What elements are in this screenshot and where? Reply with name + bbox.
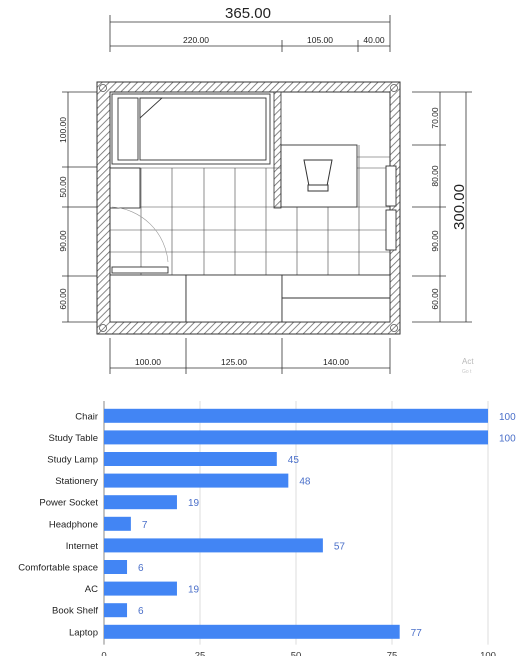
bottom-segment-2: 125.00 (221, 357, 247, 367)
bar (104, 408, 488, 423)
bar (104, 560, 128, 574)
door-swing (111, 206, 169, 274)
data-label: 19 (188, 498, 200, 509)
bar (104, 516, 131, 531)
x-tick-label: 100 (480, 651, 496, 656)
category-label: Book Shelf (52, 606, 98, 617)
x-tick-label: 0 (101, 651, 106, 656)
left-segment-2: 50.00 (58, 176, 68, 198)
category-label: Study Table (49, 433, 98, 444)
data-label: 19 (188, 585, 200, 596)
right-segment-1: 70.00 (430, 107, 440, 129)
left-segment-4: 60.00 (58, 288, 68, 310)
right-segment-2: 80.00 (430, 165, 440, 187)
top-segment-3: 40.00 (363, 35, 385, 45)
category-label: Chair (75, 411, 98, 422)
bar (104, 603, 128, 618)
overall-width-label: 365.00 (225, 5, 271, 22)
bar (104, 452, 277, 466)
left-segment-3: 90.00 (58, 230, 68, 252)
wall-corner-marks (99, 84, 398, 332)
data-label: 77 (411, 628, 423, 639)
x-tick-label: 25 (195, 651, 206, 656)
chair-icon (303, 159, 333, 192)
data-label: 48 (299, 477, 311, 488)
bar (104, 538, 323, 553)
x-tick-label: 75 (387, 651, 398, 656)
dimension-lines (62, 15, 472, 374)
data-label: 45 (288, 455, 300, 466)
survey-bar-chart: 0 25 50 75 100 Chair 100 Study Table 100 Study La… (18, 401, 516, 656)
bar (104, 430, 488, 445)
category-label: AC (85, 584, 98, 595)
watermark-text: Act (462, 357, 474, 366)
left-cabinet (109, 167, 141, 209)
bar (104, 624, 400, 639)
chart-labels: 0 25 50 75 100 Chair 100 Study Table 100 Study La… (18, 411, 516, 656)
data-label: 6 (138, 563, 144, 574)
data-label: 57 (334, 541, 346, 552)
top-segment-1: 220.00 (183, 35, 209, 45)
overall-height-label: 300.00 (451, 184, 468, 230)
category-label: Stationery (55, 476, 98, 487)
chart-bars (104, 408, 488, 639)
category-label: Internet (66, 541, 99, 552)
category-label: Study Lamp (47, 455, 98, 466)
left-segment-1: 100.00 (58, 117, 68, 143)
bar (104, 581, 177, 596)
top-segment-2: 105.00 (307, 35, 333, 45)
data-label: 6 (138, 606, 144, 617)
bottom-segment-3: 140.00 (323, 357, 349, 367)
bar (104, 473, 289, 488)
category-label: Comfortable space (18, 563, 98, 574)
bed (111, 93, 271, 165)
data-label: 7 (142, 520, 148, 531)
right-segment-4: 60.00 (430, 288, 440, 310)
bottom-storage (109, 274, 391, 323)
watermark-subtext: Go t (462, 369, 472, 375)
category-label: Power Socket (39, 498, 98, 509)
floor-plan: 365.00 220.00 105.00 40.00 100.00 125.00… (58, 5, 474, 375)
bar (104, 495, 177, 510)
bottom-segment-1: 100.00 (135, 357, 161, 367)
right-segment-3: 90.00 (430, 230, 440, 252)
category-label: Headphone (49, 519, 98, 530)
data-label: 100 (499, 433, 516, 444)
right-wall-units (385, 165, 397, 251)
category-label: Laptop (69, 627, 98, 638)
x-tick-label: 50 (291, 651, 302, 656)
data-label: 100 (499, 412, 516, 423)
